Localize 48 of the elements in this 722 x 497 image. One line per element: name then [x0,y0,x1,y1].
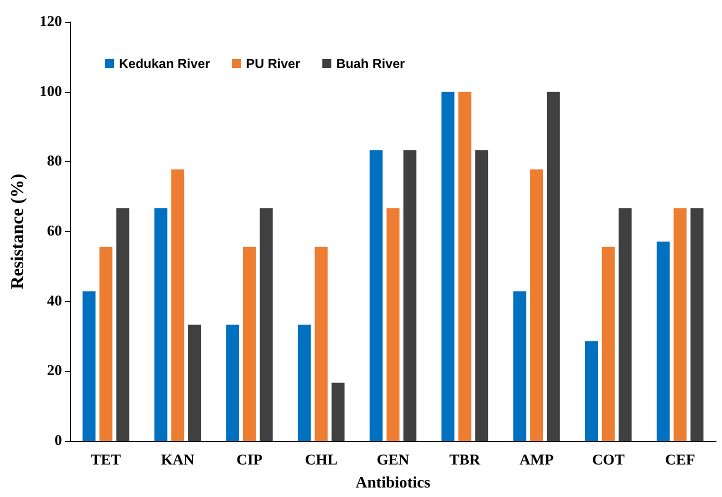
bar [386,208,400,441]
legend-label: Buah River [336,56,405,71]
bar [458,92,472,441]
bar [618,208,632,441]
bar [82,291,96,441]
bar [690,208,704,441]
legend-label: Kedukan River [119,56,210,71]
bar [602,246,615,441]
bar [513,291,526,441]
y-tick-label: 0 [54,433,62,449]
y-tick-label: 120 [40,14,62,30]
x-tick-label: CHL [304,452,338,468]
x-tick-label: TET [90,452,121,468]
x-tick-label: CIP [236,452,262,468]
y-tick-label: 80 [47,154,62,170]
bar [260,208,273,441]
bar [242,246,256,441]
x-tick-label: COT [592,452,625,468]
bar [298,324,311,441]
bar [116,208,130,441]
y-axis-title: Resistance (%) [7,174,27,290]
x-axis-title: Antibiotics [356,474,430,492]
bar [674,208,687,441]
bar [441,92,454,441]
bar [188,324,201,441]
bar [171,169,184,441]
bar [154,208,168,441]
bar [656,242,670,441]
bar [475,150,488,441]
x-tick-label: AMP [519,452,554,468]
x-tick-label: TBR [449,452,480,468]
x-tick-label: KAN [160,452,194,468]
bar [99,246,112,441]
y-tick-label: 60 [47,224,62,240]
bar [332,382,345,441]
y-tick-label: 100 [40,84,62,100]
bar [403,150,416,441]
x-tick-label: CEF [665,452,696,468]
y-tick-label: 40 [47,293,62,310]
bar [585,341,598,441]
y-tick-label: 20 [47,363,62,380]
x-tick-label: GEN [376,452,410,468]
bar [370,150,383,441]
bar [314,246,328,441]
bar [546,92,560,441]
bar [530,169,544,441]
legend-label: PU River [246,56,300,71]
bar [226,324,240,441]
